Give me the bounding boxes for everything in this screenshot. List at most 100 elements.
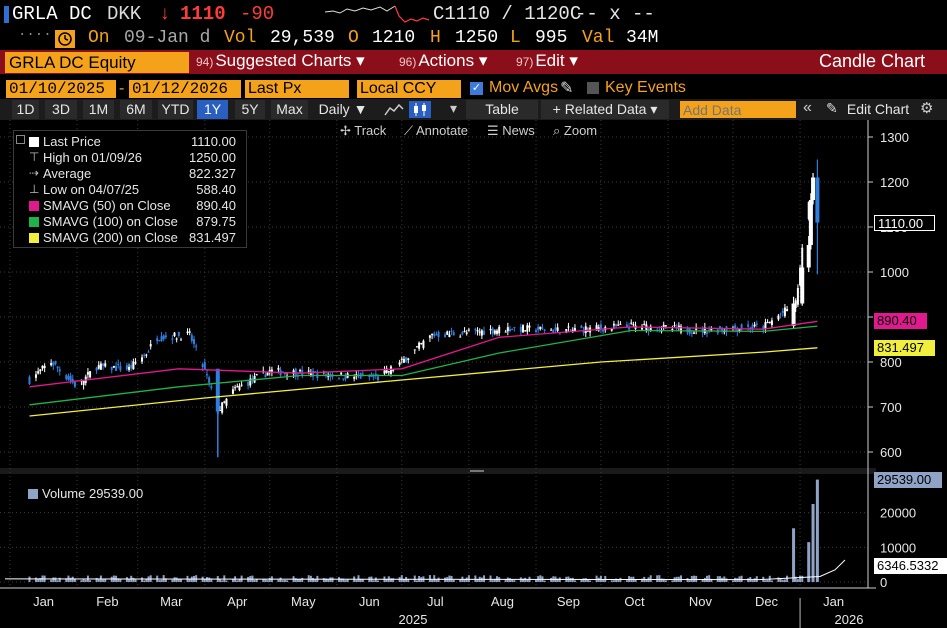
- last-price: 1110: [180, 3, 226, 25]
- volume-tag: 6346.5332: [874, 557, 947, 574]
- line-chart-icon[interactable]: [384, 102, 404, 117]
- volume-bar: [463, 579, 466, 582]
- track-tool[interactable]: ✢ Track: [340, 123, 387, 138]
- volume-bar: [786, 575, 789, 582]
- volume-bar: [171, 579, 174, 582]
- candle-body: [740, 324, 743, 330]
- table-button[interactable]: Table: [466, 100, 538, 119]
- price-tick-label: 1200: [880, 175, 909, 190]
- candle-body: [781, 310, 784, 313]
- month-label: Jan: [823, 594, 844, 609]
- volume-bar: [649, 575, 652, 582]
- currency: DKK: [107, 3, 142, 25]
- candle-body: [102, 363, 105, 366]
- volume-bar: [476, 579, 479, 582]
- volume-bar: [374, 577, 377, 582]
- period-button-1d[interactable]: 1D: [12, 100, 39, 119]
- period-button-ytd[interactable]: YTD: [158, 100, 193, 119]
- field-dropdown[interactable]: Last Px: [245, 80, 349, 98]
- gear-icon[interactable]: ⚙: [920, 100, 934, 117]
- volume-bar: [766, 579, 769, 582]
- candle-body: [158, 340, 161, 342]
- candle-body: [511, 329, 514, 331]
- candle-chart-icon[interactable]: [409, 101, 431, 118]
- volume-bar: [645, 579, 648, 582]
- volume-bar: [701, 579, 704, 582]
- average-marker-icon: ⇢: [29, 166, 40, 180]
- volume-bar: [708, 575, 711, 582]
- volume-bar: [134, 579, 137, 582]
- volume-bar: [444, 577, 447, 582]
- security-field[interactable]: GRLA DC Equity: [5, 52, 189, 73]
- period-button-max[interactable]: Max: [271, 100, 308, 119]
- candle-body: [446, 331, 449, 335]
- pencil-icon[interactable]: ✎: [560, 80, 574, 97]
- candle-body: [558, 333, 561, 335]
- volume-bar: [452, 579, 455, 582]
- candle-body: [777, 315, 780, 320]
- start-date-field[interactable]: 01/10/2025: [6, 80, 116, 98]
- quote-header: GRLA DC DKK ↓ 1110 -90 C1110 / 1120C -- …: [0, 0, 947, 28]
- candle-body: [806, 245, 811, 268]
- legend-row: SMAVG (100) on Close 879.75: [14, 214, 246, 230]
- volume-bar: [104, 579, 107, 582]
- legend-collapse-icon[interactable]: [16, 135, 25, 144]
- add-data-input[interactable]: [680, 101, 796, 118]
- candle-body: [448, 334, 451, 338]
- period-button-3d[interactable]: 3D: [45, 100, 77, 119]
- volume-bar: [279, 577, 282, 582]
- year-label: 2026: [835, 612, 864, 627]
- month-label: Nov: [689, 594, 713, 609]
- candle-body: [602, 329, 605, 332]
- volume-bar: [736, 578, 739, 582]
- volume-bar: [658, 575, 661, 582]
- key-events-checkbox[interactable]: [587, 82, 599, 94]
- volume-bar: [54, 577, 57, 582]
- frequency-dropdown[interactable]: Daily ▼: [314, 100, 372, 119]
- candle-body: [385, 368, 388, 373]
- zoom-tool[interactable]: ⌕ Zoom: [553, 123, 598, 138]
- period-button-5y[interactable]: 5Y: [235, 100, 265, 119]
- related-data-button[interactable]: + Related Data ▾: [541, 100, 669, 119]
- end-date-field[interactable]: 01/12/2026: [129, 80, 241, 98]
- actions-menu[interactable]: 96) Actions ▾: [399, 51, 488, 70]
- volume-bar: [376, 580, 379, 582]
- volume-bar: [208, 577, 211, 582]
- candle-body: [476, 330, 479, 332]
- candle-body: [203, 362, 206, 370]
- volume-bar: [39, 578, 42, 582]
- candle-body: [312, 370, 315, 377]
- price-tick-label: 1300: [880, 130, 909, 145]
- news-tool[interactable]: ☰ News: [487, 123, 535, 138]
- volume-bar: [794, 576, 797, 582]
- collapse-icon[interactable]: «: [803, 99, 812, 116]
- edit-chart-button[interactable]: Edit Chart: [843, 100, 913, 119]
- candle-body: [71, 379, 74, 383]
- volume-bar: [286, 580, 289, 582]
- period-button-1y[interactable]: 1Y: [197, 100, 228, 119]
- ticker[interactable]: GRLA DC: [12, 3, 92, 25]
- volume-bar: [164, 578, 167, 582]
- edit-menu[interactable]: 97) Edit ▾: [516, 51, 578, 70]
- mov-avgs-checkbox[interactable]: ✓: [470, 82, 483, 95]
- chart-type-dropdown-icon[interactable]: ▾: [450, 100, 458, 116]
- currency-dropdown[interactable]: Local CCY: [357, 80, 461, 98]
- volume-bar: [779, 578, 782, 582]
- volume-bar: [491, 580, 494, 582]
- period-button-6m[interactable]: 6M: [120, 100, 152, 119]
- period-button-1m[interactable]: 1M: [83, 100, 114, 119]
- candle-body: [677, 325, 680, 328]
- candle-body: [437, 331, 440, 338]
- candle-body: [612, 323, 615, 326]
- legend-row: ⊥ Low on 04/07/25 588.40: [14, 182, 246, 198]
- candle-body: [247, 381, 250, 386]
- volume-bar: [770, 580, 773, 582]
- volume-bar: [340, 578, 343, 582]
- annotate-tool[interactable]: ⟋ Annotate: [404, 123, 469, 138]
- candle-body: [649, 326, 652, 331]
- candle-body: [619, 323, 622, 325]
- candle-body: [783, 307, 786, 317]
- suggested-charts-menu[interactable]: 94) Suggested Charts ▾: [196, 51, 365, 70]
- candle-body: [195, 345, 198, 347]
- candle-body: [119, 366, 122, 371]
